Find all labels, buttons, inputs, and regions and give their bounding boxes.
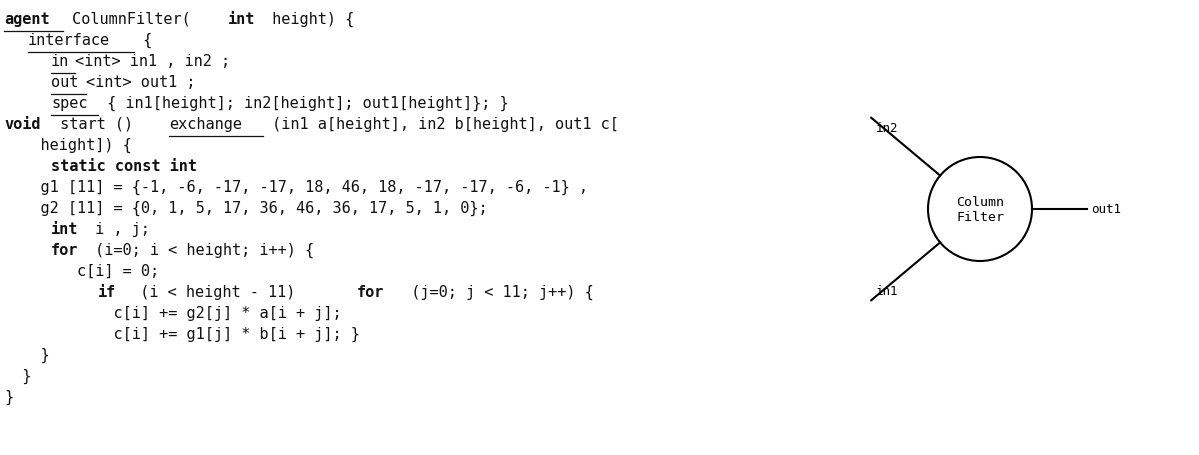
Text: c[i] += g2[j] * a[i + j];: c[i] += g2[j] * a[i + j];: [4, 305, 342, 320]
Text: }: }: [4, 368, 31, 384]
Text: c[i] += g1[j] * b[i + j]; }: c[i] += g1[j] * b[i + j]; }: [4, 326, 360, 341]
Text: if: if: [98, 284, 116, 299]
Text: g2 [11] = {0, 1, 5, 17, 36, 46, 36, 17, 5, 1, 0};: g2 [11] = {0, 1, 5, 17, 36, 46, 36, 17, …: [4, 201, 488, 216]
Text: void: void: [4, 117, 41, 131]
Text: {: {: [133, 33, 152, 48]
Text: for: for: [52, 243, 78, 258]
Text: spec: spec: [52, 96, 88, 111]
Text: (j=0; j < 11; j++) {: (j=0; j < 11; j++) {: [392, 284, 594, 299]
Text: for: for: [357, 284, 385, 299]
Text: (i=0; i < height; i++) {: (i=0; i < height; i++) {: [86, 243, 314, 258]
Text: in: in: [52, 54, 70, 69]
Text: out1: out1: [1091, 203, 1121, 216]
Text: agent: agent: [4, 12, 49, 27]
Text: out: out: [52, 75, 78, 90]
Text: exchange: exchange: [169, 117, 242, 131]
Text: height) {: height) {: [263, 12, 354, 27]
Text: g1 [11] = {-1, -6, -17, -17, 18, 46, 18, -17, -17, -6, -1} ,: g1 [11] = {-1, -6, -17, -17, 18, 46, 18,…: [4, 180, 588, 195]
Text: { in1[height]; in2[height]; out1[height]}; }: { in1[height]; in2[height]; out1[height]…: [98, 96, 508, 111]
Text: ColumnFilter(: ColumnFilter(: [62, 12, 191, 27]
Text: Column
Filter: Column Filter: [956, 196, 1004, 223]
Text: int: int: [228, 12, 255, 27]
Text: (in1 a[height], in2 b[height], out1 c[: (in1 a[height], in2 b[height], out1 c[: [263, 117, 619, 131]
Text: (i < height - 11): (i < height - 11): [122, 284, 305, 299]
Text: }: }: [4, 347, 49, 362]
Text: int: int: [52, 222, 78, 237]
Text: height]) {: height]) {: [4, 138, 132, 153]
Text: c[i] = 0;: c[i] = 0;: [4, 263, 159, 278]
Text: in2: in2: [876, 121, 899, 134]
Text: }: }: [4, 389, 13, 404]
Text: <int> out1 ;: <int> out1 ;: [86, 75, 195, 90]
Text: start (): start (): [52, 117, 143, 131]
Text: in1: in1: [876, 285, 899, 298]
Text: interface: interface: [28, 33, 109, 48]
Text: i , j;: i , j;: [86, 222, 150, 237]
Text: static const int: static const int: [52, 159, 197, 174]
Text: <int> in1 , in2 ;: <int> in1 , in2 ;: [74, 54, 230, 69]
